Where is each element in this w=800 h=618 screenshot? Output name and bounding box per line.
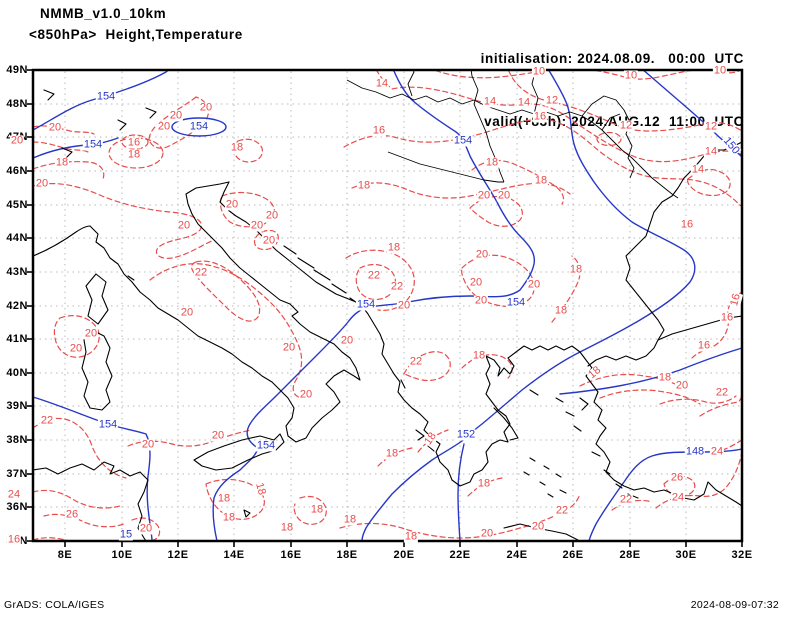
level-variable-title: <850hPa> Height,Temperature (29, 27, 243, 42)
rivers (346, 71, 679, 199)
height-contours (34, 71, 741, 540)
temperature-contours (34, 71, 741, 540)
model-title: NMMB_v1.0_10km (40, 6, 167, 21)
grads-credit: GrADS: COLA/IGES (4, 599, 105, 611)
initialisation-time: initialisation: 2024.08.09. 00:00 UTC (480, 51, 744, 66)
lat-lon-grid (34, 71, 741, 540)
axis-ticks (27, 69, 743, 547)
creation-timestamp: 2024-08-09-07:32 (690, 599, 779, 611)
